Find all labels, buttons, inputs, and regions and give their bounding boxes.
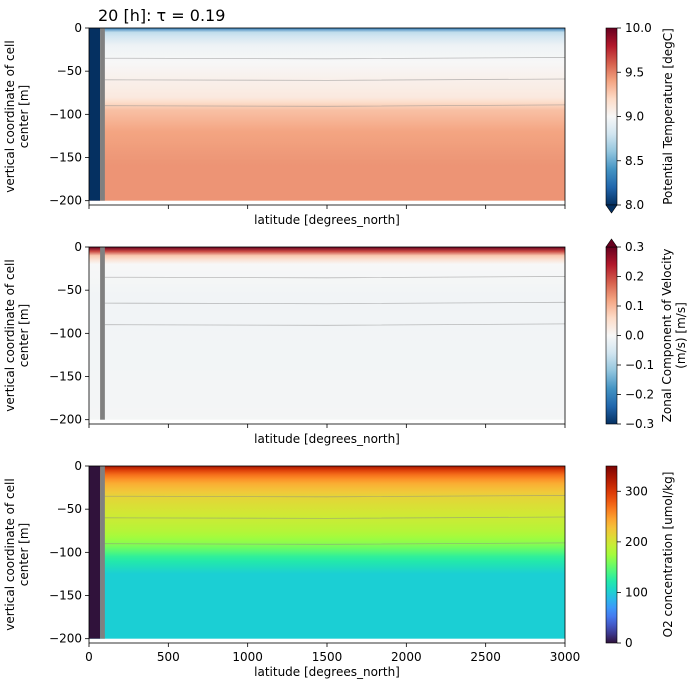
colorbar-tick-label: 100 [625, 585, 648, 599]
colorbar-zonal_velocity: −0.3 −0.2 −0.1 0.0 0.1 0.2 0.3 Zonal Component … [605, 238, 688, 431]
colorbar-gradient [605, 27, 618, 206]
x-tick-label: 2000 [391, 650, 422, 664]
y-tick-label: −100 [49, 545, 82, 559]
field-zonal_velocity [89, 247, 565, 420]
x-tick-label: 2500 [470, 650, 501, 664]
y-tick-label: −150 [49, 151, 82, 165]
contour-line [104, 516, 566, 519]
y-tick-label: −100 [49, 326, 82, 340]
panel-oxygen: 0−50−100−150−2000 500 1000 1500 2000 2500 3000… [3, 459, 675, 679]
coastal-band [89, 466, 101, 639]
contour-line [104, 301, 566, 305]
y-tick-label: −50 [57, 502, 82, 516]
colorbar-tick-label: 10.0 [625, 21, 652, 35]
y-tick-label: −150 [49, 370, 82, 384]
x-tick-label: 0 [85, 650, 93, 664]
field-temperature [89, 28, 565, 201]
coastal-band [89, 28, 101, 201]
contour-line [104, 104, 566, 107]
colorbar-extend-max [605, 238, 618, 248]
contour-line [104, 495, 566, 498]
colorbar-tick-label: 0 [625, 636, 633, 650]
x-tick-label: 1500 [312, 650, 343, 664]
y-tick-label: 0 [74, 240, 82, 254]
y-tick-label: −50 [57, 283, 82, 297]
colorbar-tick-label: 0.1 [625, 299, 644, 313]
y-tick-label: 0 [74, 459, 82, 473]
colorbar-label: Potential Temperature [degC] [661, 28, 675, 205]
colorbar-temperature: 8.0 8.5 9.0 9.5 10.0 Potential Temperature [d… [605, 21, 675, 214]
contour-line [104, 542, 566, 545]
colorbar-tick-label: 300 [625, 484, 648, 498]
panels: 0 −50 −100 −150 −200 latitude [degrees_north]… [3, 21, 688, 679]
colorbar-extend-min [605, 204, 618, 214]
panel-temperature: 0 −50 −100 −150 −200 latitude [degrees_north]… [3, 21, 675, 227]
contour-line [104, 57, 566, 60]
y-tick-label: −50 [57, 64, 82, 78]
colorbar-tick-label: 0.3 [625, 240, 644, 254]
y-axis-label: vertical coordinate of cellcenter [m] [3, 259, 31, 411]
x-tick-label: 500 [157, 650, 180, 664]
contour-line [104, 323, 566, 326]
land-mask-bar [100, 247, 105, 420]
colorbar-tick-label: 0.0 [625, 329, 644, 343]
colorbar-tick-label: −0.1 [625, 358, 654, 372]
colorbar-tick-label: 8.0 [625, 198, 644, 212]
y-tick-label: 0 [74, 21, 82, 35]
land-mask-bar [100, 28, 105, 201]
contour-line [104, 78, 566, 81]
y-axis-label: vertical coordinate of cellcenter [m] [3, 40, 31, 192]
x-axis-label: latitude [degrees_north] [254, 213, 400, 227]
y-tick-label: −200 [49, 632, 82, 646]
field-oxygen [89, 466, 565, 639]
y-tick-label: −100 [49, 107, 82, 121]
colorbar-label: O2 concentration [umol/kg] [661, 472, 675, 638]
colorbar-tick-label: −0.3 [625, 417, 654, 431]
colorbar-gradient [605, 465, 618, 644]
colorbar-tick-label: 9.0 [625, 110, 644, 124]
colorbar-tick-label: −0.2 [625, 388, 654, 402]
x-axis-label: latitude [degrees_north] [254, 665, 400, 679]
y-tick-label: −200 [49, 194, 82, 208]
x-tick-label: 3000 [550, 650, 581, 664]
land-mask-bar [100, 466, 105, 639]
colorbar-tick-label: 8.5 [625, 154, 644, 168]
colorbar-tick-label: 200 [625, 535, 648, 549]
panel-zonal_velocity: 0 −50 −100 −150 −200 latitude [degrees_north]… [3, 238, 688, 446]
colorbar-tick-label: 0.2 [625, 270, 644, 284]
y-tick-label: −150 [49, 589, 82, 603]
colorbar-tick-label: 9.5 [625, 65, 644, 79]
y-axis-label: vertical coordinate of cellcenter [m] [3, 478, 31, 630]
y-tick-label: −200 [49, 413, 82, 427]
colorbar-label: Zonal Component of Velocity(m/s) [m/s] [660, 249, 688, 423]
colorbar-oxygen: 0 100 200 300 O2 concentration [umol/kg] [605, 465, 675, 650]
x-tick-label: 1000 [232, 650, 263, 664]
figure-title: 20 [h]: τ = 0.19 [98, 6, 225, 25]
contour-line [104, 276, 566, 279]
x-axis-label: latitude [degrees_north] [254, 432, 400, 446]
colorbar-gradient [605, 246, 618, 425]
